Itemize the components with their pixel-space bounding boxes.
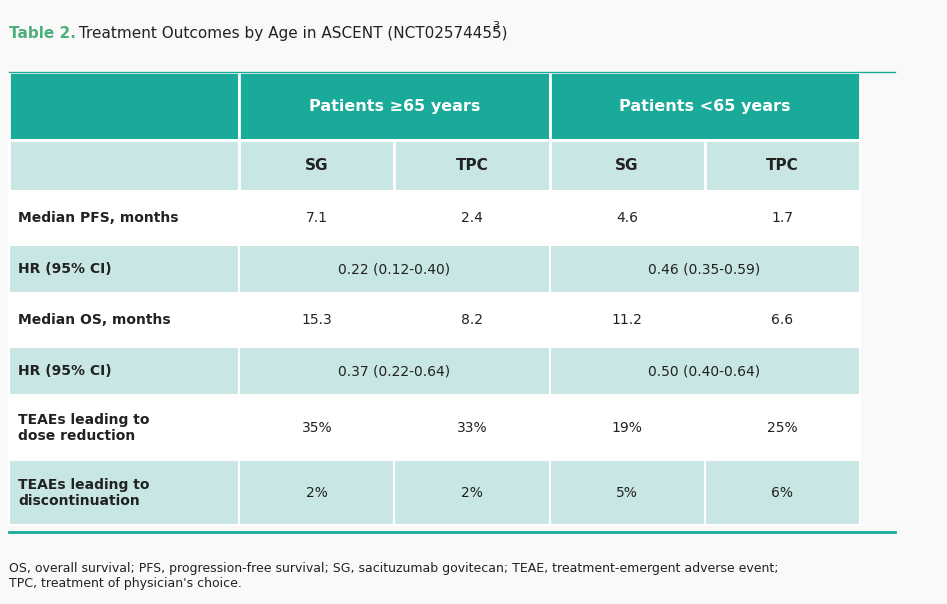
Text: SG: SG bbox=[305, 158, 329, 173]
Text: 2%: 2% bbox=[461, 486, 483, 500]
Bar bbox=[705, 294, 860, 347]
Text: TEAEs leading to
dose reduction: TEAEs leading to dose reduction bbox=[18, 413, 150, 443]
Bar bbox=[9, 347, 240, 395]
Bar bbox=[395, 460, 549, 525]
Text: 5%: 5% bbox=[616, 486, 638, 500]
Bar bbox=[9, 191, 240, 245]
Bar bbox=[549, 395, 705, 460]
Bar bbox=[549, 347, 860, 395]
Bar bbox=[240, 245, 549, 294]
Text: 3: 3 bbox=[491, 21, 499, 31]
Text: 15.3: 15.3 bbox=[301, 313, 332, 327]
Text: 6%: 6% bbox=[771, 486, 793, 500]
Text: 0.46 (0.35-0.59): 0.46 (0.35-0.59) bbox=[649, 262, 760, 276]
Bar bbox=[395, 294, 549, 347]
Text: Patients <65 years: Patients <65 years bbox=[618, 99, 791, 114]
Bar bbox=[549, 72, 860, 140]
Bar bbox=[705, 191, 860, 245]
Bar bbox=[705, 460, 860, 525]
Bar bbox=[240, 140, 395, 191]
Text: 8.2: 8.2 bbox=[461, 313, 483, 327]
Text: 1.7: 1.7 bbox=[771, 211, 793, 225]
Text: Median OS, months: Median OS, months bbox=[18, 313, 170, 327]
Text: 35%: 35% bbox=[301, 421, 332, 435]
Text: 0.50 (0.40-0.64): 0.50 (0.40-0.64) bbox=[649, 364, 760, 378]
Bar bbox=[9, 72, 240, 140]
Text: Patients ≥65 years: Patients ≥65 years bbox=[309, 99, 480, 114]
Bar bbox=[240, 460, 395, 525]
Text: TPC: TPC bbox=[766, 158, 798, 173]
Bar bbox=[395, 395, 549, 460]
Bar bbox=[240, 191, 395, 245]
Text: SG: SG bbox=[616, 158, 639, 173]
Bar bbox=[705, 395, 860, 460]
Bar bbox=[9, 395, 240, 460]
Bar bbox=[705, 140, 860, 191]
Bar bbox=[549, 460, 705, 525]
Text: Treatment Outcomes by Age in ASCENT (NCT02574455): Treatment Outcomes by Age in ASCENT (NCT… bbox=[74, 26, 508, 40]
Text: OS, overall survival; PFS, progression-free survival; SG, sacituzumab govitecan;: OS, overall survival; PFS, progression-f… bbox=[9, 562, 778, 590]
Text: TPC: TPC bbox=[456, 158, 489, 173]
Text: 0.37 (0.22-0.64): 0.37 (0.22-0.64) bbox=[338, 364, 451, 378]
Text: 7.1: 7.1 bbox=[306, 211, 328, 225]
Text: 0.22 (0.12-0.40): 0.22 (0.12-0.40) bbox=[338, 262, 451, 276]
Bar bbox=[240, 294, 395, 347]
Bar bbox=[9, 245, 240, 294]
Bar bbox=[549, 245, 860, 294]
Text: Table 2.: Table 2. bbox=[9, 26, 76, 40]
Bar bbox=[9, 140, 240, 191]
Text: TEAEs leading to
discontinuation: TEAEs leading to discontinuation bbox=[18, 478, 150, 508]
Bar bbox=[9, 294, 240, 347]
Text: HR (95% CI): HR (95% CI) bbox=[18, 364, 112, 378]
Bar bbox=[549, 140, 705, 191]
Bar bbox=[549, 191, 705, 245]
Text: HR (95% CI): HR (95% CI) bbox=[18, 262, 112, 276]
Bar bbox=[9, 460, 240, 525]
Text: 33%: 33% bbox=[456, 421, 488, 435]
Bar bbox=[395, 140, 549, 191]
Bar bbox=[240, 72, 549, 140]
Bar bbox=[549, 294, 705, 347]
Text: 19%: 19% bbox=[612, 421, 642, 435]
Text: 4.6: 4.6 bbox=[616, 211, 638, 225]
Text: 6.6: 6.6 bbox=[771, 313, 794, 327]
Text: 11.2: 11.2 bbox=[612, 313, 642, 327]
Text: Median PFS, months: Median PFS, months bbox=[18, 211, 179, 225]
Bar bbox=[395, 191, 549, 245]
Bar bbox=[240, 395, 395, 460]
Text: 25%: 25% bbox=[767, 421, 797, 435]
Text: 2%: 2% bbox=[306, 486, 328, 500]
Bar bbox=[240, 347, 549, 395]
Text: 2.4: 2.4 bbox=[461, 211, 483, 225]
